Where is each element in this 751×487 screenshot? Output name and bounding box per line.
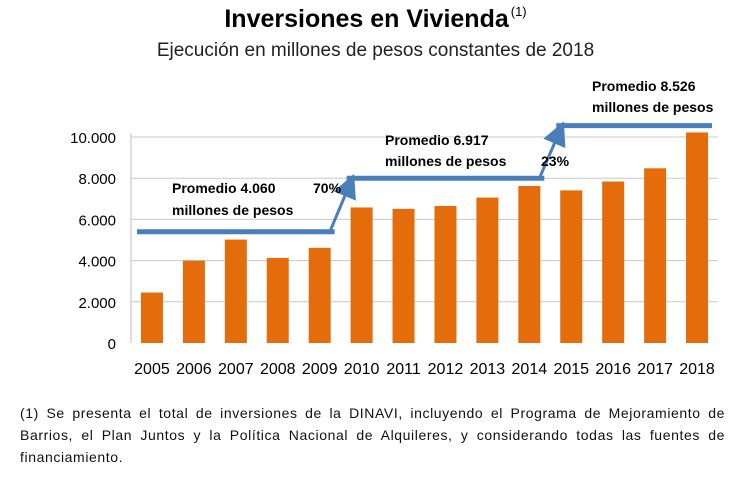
- footnote: (1) Se presenta el total de inversiones …: [20, 405, 725, 465]
- x-tick-label: 2010: [344, 361, 380, 378]
- x-tick-label: 2006: [176, 361, 212, 378]
- bar-2013: [476, 197, 499, 343]
- growth-arrow: [329, 173, 356, 231]
- x-tick-label: 2018: [679, 361, 715, 378]
- bar-2005: [140, 292, 163, 343]
- y-tick-label: 2.000: [78, 295, 116, 312]
- y-tick-label: 4.000: [78, 254, 116, 271]
- average-label: Promedio 4.060: [172, 180, 276, 196]
- chart-title: Inversiones en Vivienda (1): [0, 4, 751, 34]
- x-tick-label: 2017: [637, 361, 673, 378]
- x-tick-label: 2008: [260, 361, 296, 378]
- bar-2009: [308, 247, 331, 343]
- bar-chart: 0 2.000 4.000 6.000 8.000 10.000 2005 2006 2007 2…: [70, 78, 718, 378]
- x-tick-label: 2014: [512, 361, 548, 378]
- bar-2006: [182, 260, 205, 343]
- y-tick-label: 6.000: [78, 212, 116, 229]
- growth-arrow: [538, 121, 566, 177]
- x-tick-label: 2016: [595, 361, 631, 378]
- x-tick-label: 2009: [302, 361, 338, 378]
- growth-label: 23%: [541, 153, 570, 169]
- average-label-units: millones de pesos: [385, 153, 507, 169]
- bar-2008: [266, 257, 289, 343]
- chart-title-text: Inversiones en Vivienda: [224, 5, 509, 33]
- average-label: Promedio 8.526: [592, 78, 696, 94]
- title-footnote-ref: (1): [510, 4, 527, 19]
- average-label-units: millones de pesos: [592, 99, 714, 115]
- growth-label: 70%: [313, 180, 342, 196]
- bar-2018: [686, 132, 709, 343]
- bar-2016: [602, 181, 625, 343]
- y-tick-label: 8.000: [78, 171, 116, 188]
- x-tick-label: 2012: [428, 361, 464, 378]
- average-label-units: millones de pesos: [172, 202, 294, 218]
- bar-2012: [434, 206, 457, 343]
- x-tick-label: 2007: [218, 361, 254, 378]
- bar-2015: [560, 190, 583, 343]
- bar-2011: [392, 208, 415, 343]
- y-tick-label: 10.000: [70, 130, 116, 147]
- average-label: Promedio 6.917: [385, 132, 489, 148]
- bar-2010: [350, 207, 373, 343]
- bar-2007: [224, 239, 247, 343]
- bar-2017: [644, 168, 667, 343]
- x-tick-label: 2011: [386, 361, 421, 378]
- x-tick-label: 2005: [134, 361, 170, 378]
- x-tick-label: 2015: [553, 361, 589, 378]
- y-tick-label: 0: [108, 336, 116, 353]
- x-tick-label: 2013: [470, 361, 506, 378]
- bar-2014: [518, 186, 541, 343]
- chart-subtitle: Ejecución en millones de pesos constante…: [156, 40, 595, 61]
